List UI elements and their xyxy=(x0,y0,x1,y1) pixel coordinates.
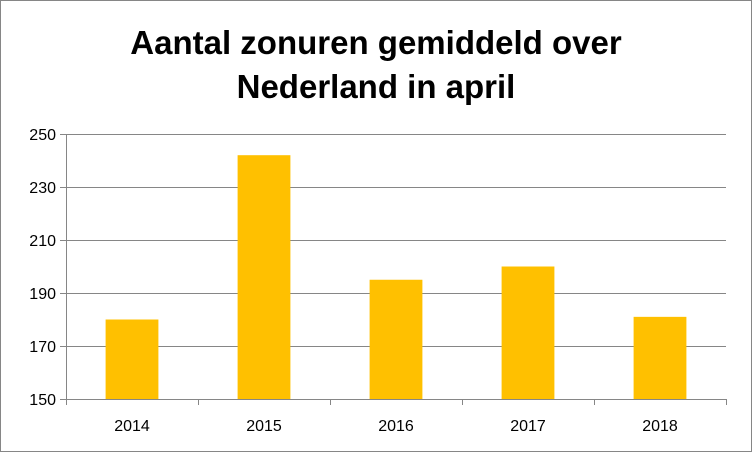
chart-title-line-1: Aantal zonuren gemiddeld over xyxy=(130,24,622,61)
y-tick-label: 150 xyxy=(29,392,56,409)
y-tick-label: 210 xyxy=(29,233,56,250)
bar xyxy=(501,266,555,399)
y-tick-label: 190 xyxy=(29,286,56,303)
y-tick-label: 170 xyxy=(29,339,56,356)
x-tick-label: 2016 xyxy=(378,418,414,435)
chart-title: Aantal zonuren gemiddeld over Nederland … xyxy=(1,21,751,109)
x-tick-label: 2018 xyxy=(642,418,678,435)
x-tick-label: 2017 xyxy=(510,418,546,435)
bar xyxy=(237,155,291,399)
y-tick-label: 250 xyxy=(29,127,56,144)
bar xyxy=(105,319,159,399)
x-tick-label: 2015 xyxy=(246,418,282,435)
bar xyxy=(369,279,423,399)
chart-title-line-2: Nederland in april xyxy=(236,68,516,105)
x-tick-label: 2014 xyxy=(114,418,150,435)
bar xyxy=(633,316,687,399)
y-tick-label: 230 xyxy=(29,180,56,197)
